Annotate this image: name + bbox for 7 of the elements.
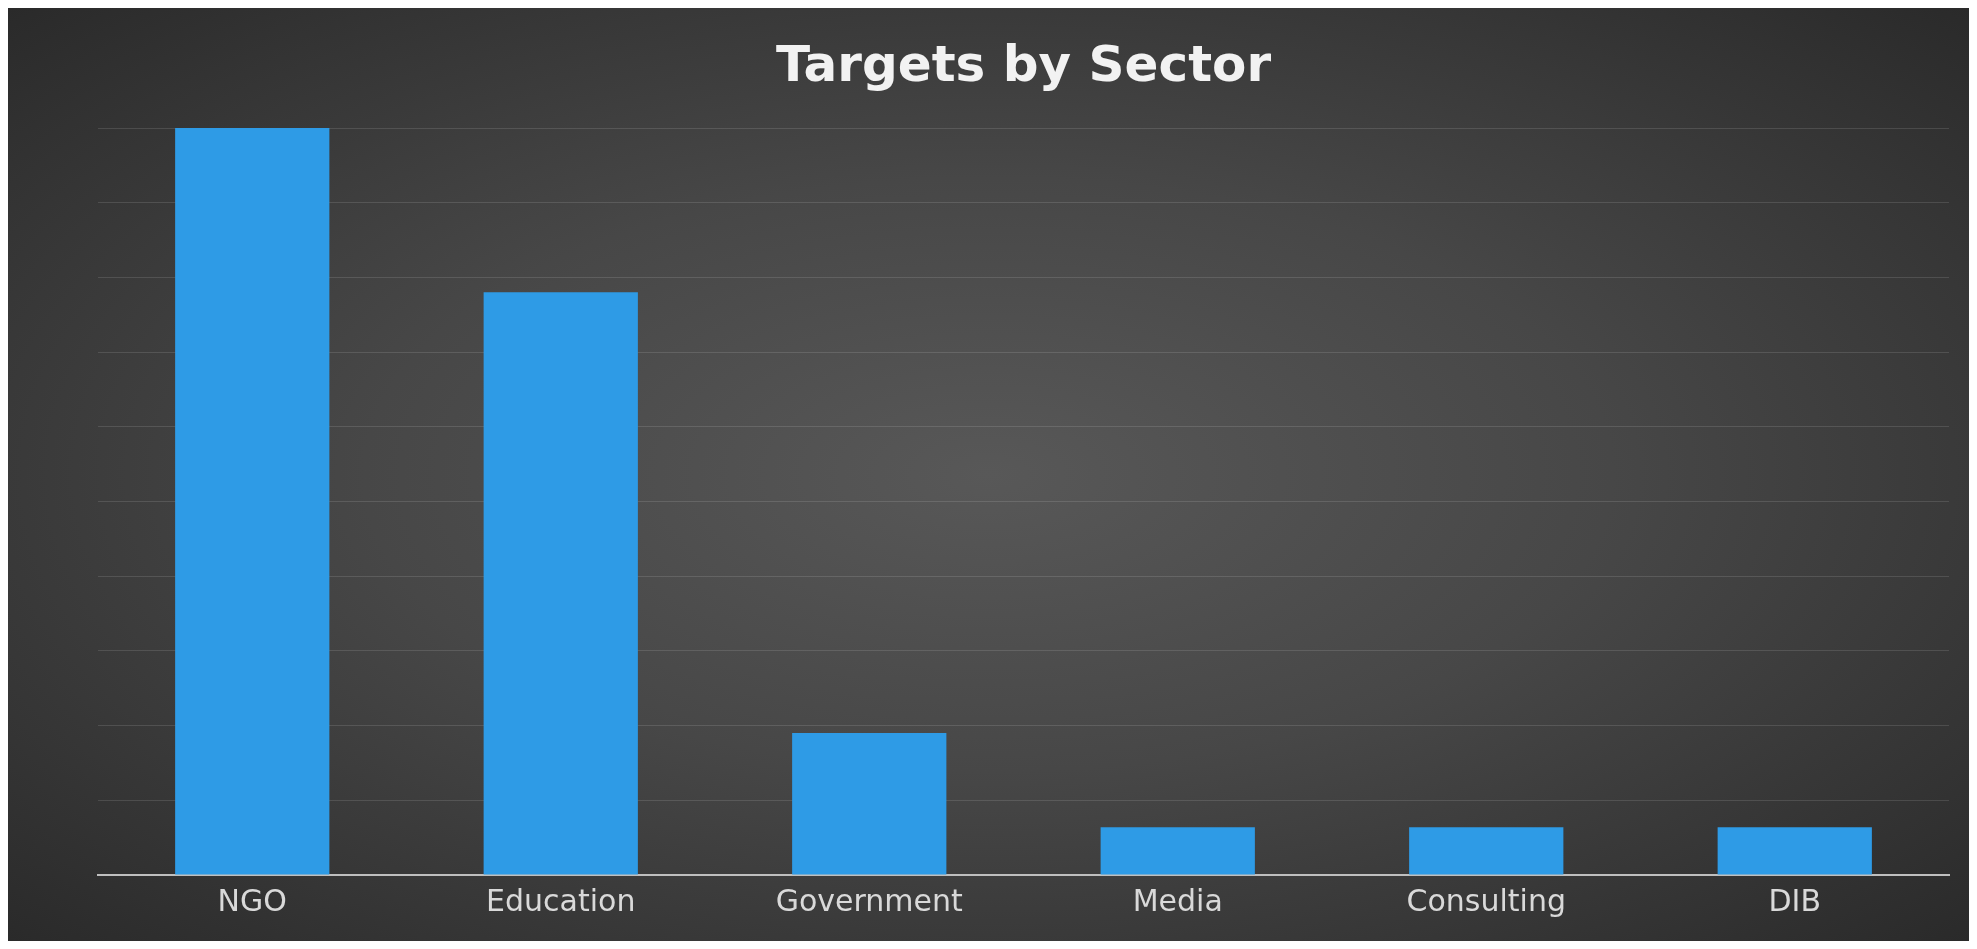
x-tick-label: NGO — [217, 882, 287, 918]
x-tick-label: Consulting — [1406, 882, 1566, 918]
x-tick-label: Media — [1132, 882, 1223, 918]
x-tick-label: Government — [775, 882, 964, 918]
x-tick-label: Education — [486, 882, 636, 918]
x-tick-label: DIB — [1768, 882, 1822, 918]
chart-title: Targets by Sector — [775, 34, 1272, 93]
